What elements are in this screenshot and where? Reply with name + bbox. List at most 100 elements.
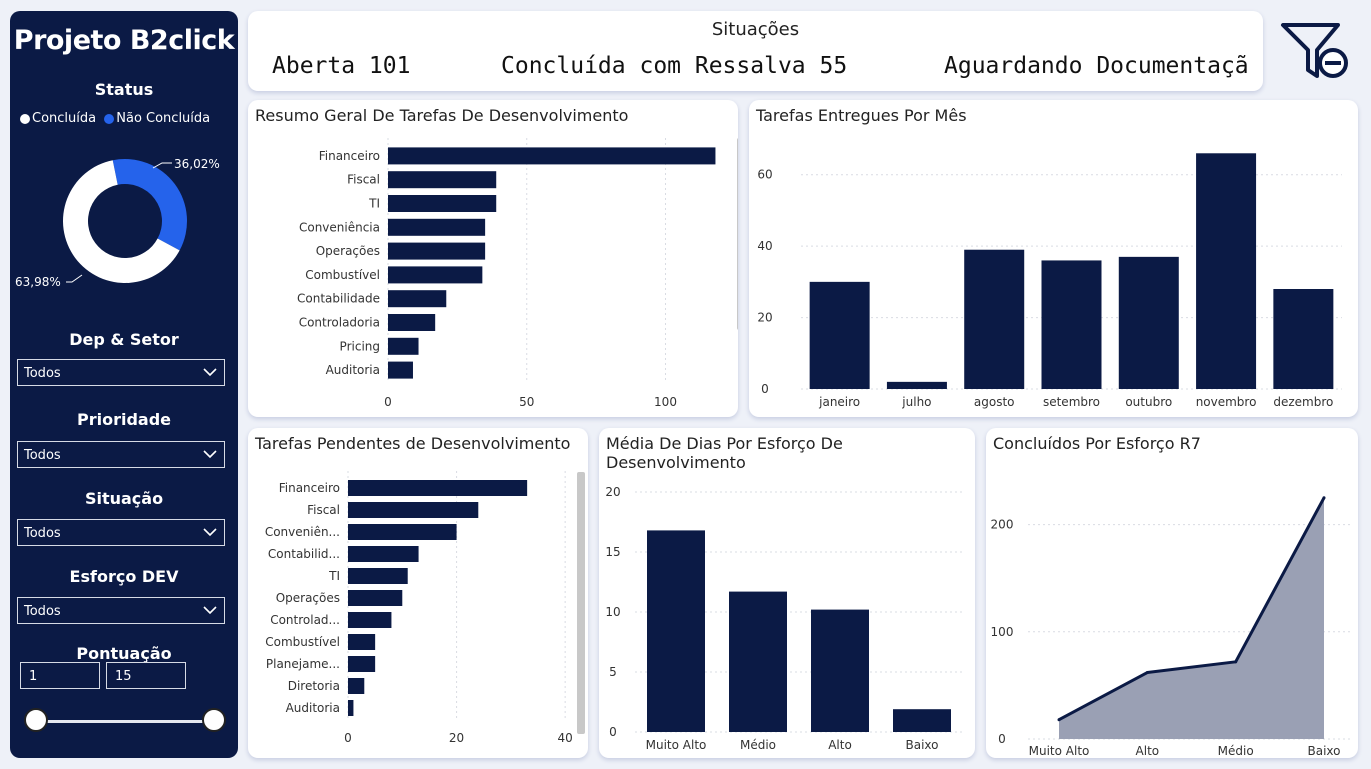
situacoes-title: Situações xyxy=(711,19,800,40)
bar-controladoria xyxy=(388,314,436,331)
bar-agosto xyxy=(964,249,1025,389)
situacao-dropdown[interactable]: Todos xyxy=(17,519,225,546)
y-tick-0: 0 xyxy=(761,382,769,396)
bar-operacoes xyxy=(388,242,486,260)
y-label-operacoes: Operações xyxy=(276,591,340,605)
filter-clear-icon[interactable] xyxy=(1280,20,1348,82)
pontuacao-max-input[interactable]: 15 xyxy=(106,662,186,689)
y-tick-15: 15 xyxy=(605,545,620,559)
chevron-down-icon xyxy=(203,606,217,615)
bar-combustivel xyxy=(348,634,376,650)
y-label-combustivel: Combustível xyxy=(265,635,340,649)
y-label-contabilidade: Contabilidade xyxy=(297,292,380,306)
x-label-dezembro: dezembro xyxy=(1273,395,1333,409)
pontuacao-slider-track[interactable] xyxy=(26,720,206,723)
y-label-pricing: Pricing xyxy=(340,339,380,353)
filter-label-prioridade: Prioridade xyxy=(76,410,172,429)
x-label-agosto: agosto xyxy=(974,395,1015,409)
x-tick-0: 0 xyxy=(384,395,392,409)
bar-auditoria xyxy=(348,700,354,716)
bar-pricing xyxy=(388,337,419,355)
x-label-outubro: outubro xyxy=(1125,395,1172,409)
bar-alto xyxy=(811,609,869,732)
x-label-baixo: Baixo xyxy=(906,738,939,752)
y-tick-20: 20 xyxy=(757,311,772,325)
filter-label-dep-setor: Dep & Setor xyxy=(69,330,179,349)
y-label-fiscal: Fiscal xyxy=(307,503,340,517)
y-label-ti: TI xyxy=(328,569,340,583)
y-label-financeiro: Financeiro xyxy=(279,481,340,495)
y-tick-60: 60 xyxy=(757,168,772,182)
situacoes-card: Situações Aberta 101 Concluída com Ressa… xyxy=(248,11,1263,91)
kpi-aguardando-documentacao: Aguardando Documentaçã xyxy=(944,53,1249,79)
y-tick-40: 40 xyxy=(757,239,772,253)
y-tick-20: 20 xyxy=(605,485,620,499)
prioridade-dropdown[interactable]: Todos xyxy=(17,441,225,468)
sidebar: Projeto B2click Status Concluída Não Con… xyxy=(10,11,238,758)
scrollbar-thumb xyxy=(577,472,585,734)
pontuacao-min-input[interactable]: 1 xyxy=(20,662,100,689)
status-label: Status xyxy=(94,80,154,99)
donut-slice-concluida xyxy=(62,160,180,283)
concluidos-title: Concluídos Por Esforço R7 xyxy=(993,434,1201,453)
prioridade-value: Todos xyxy=(24,448,61,463)
legend-nao-concluida[interactable]: Não Concluída xyxy=(116,111,211,126)
bar-ti xyxy=(348,568,408,584)
bar-conveniencia xyxy=(388,218,486,236)
y-label-financeiro: Financeiro xyxy=(319,149,380,163)
bar-auditoria xyxy=(388,361,413,379)
esforco-dev-dropdown[interactable]: Todos xyxy=(17,597,225,624)
point-medio xyxy=(1234,660,1238,664)
area-line xyxy=(1058,497,1326,722)
bar-diretoria xyxy=(348,678,365,694)
x-label-alto: Alto xyxy=(828,738,852,752)
x-label-julho: julho xyxy=(901,395,931,409)
x-tick-20: 20 xyxy=(449,731,464,745)
resumo-card: Resumo Geral De Tarefas De Desenvolvimen… xyxy=(248,100,738,417)
kpi-aberta: Aberta 101 xyxy=(272,53,411,79)
y-label-contabilid: Contabilid... xyxy=(268,547,340,561)
dep-setor-dropdown[interactable]: Todos xyxy=(17,359,225,386)
project-title: Projeto B2click xyxy=(13,25,235,56)
pontuacao-slider-max-handle[interactable] xyxy=(202,708,226,732)
x-label-muito-alto: Muito Alto xyxy=(646,738,707,752)
media-title: Média De Dias Por Esforço De Desenvolvim… xyxy=(606,434,843,472)
donut-leader-concluida xyxy=(66,274,83,283)
y-label-auditoria: Auditoria xyxy=(286,701,340,715)
pontuacao-slider-min-handle[interactable] xyxy=(24,708,48,732)
x-label-novembro: novembro xyxy=(1196,395,1257,409)
y-label-operacoes: Operações xyxy=(316,244,380,258)
bar-julho xyxy=(886,381,947,389)
bar-outubro xyxy=(1118,256,1179,389)
y-label-fiscal: Fiscal xyxy=(347,173,380,187)
chevron-down-icon xyxy=(203,368,217,377)
pontuacao-label: Pontuação xyxy=(76,644,172,663)
bar-medio xyxy=(729,591,787,732)
x-label-janeiro: janeiro xyxy=(818,395,860,409)
donut-label-nao-concluida: 36,02% xyxy=(174,157,220,171)
status-donut-chart: 36,02% 63,98% xyxy=(15,157,220,289)
donut-slice-nao-concluida xyxy=(112,159,187,251)
y-label-controladoria: Controladoria xyxy=(299,316,380,330)
bar-setembro xyxy=(1041,260,1102,389)
legend-concluida[interactable]: Concluída xyxy=(32,111,97,126)
y-label-ti: TI xyxy=(368,197,380,211)
donut-leader-nao-concluida xyxy=(152,162,172,169)
chevron-down-icon xyxy=(203,528,217,537)
x-label-baixo: Baixo xyxy=(1308,744,1341,758)
filter-label-esforco-dev: Esforço DEV xyxy=(69,567,179,586)
esforco-dev-value: Todos xyxy=(24,604,61,619)
y-tick-200: 200 xyxy=(991,518,1014,532)
entregues-card: Tarefas Entregues Por Mês 0 20 40 60 janeiro… xyxy=(749,100,1358,417)
bar-baixo xyxy=(893,709,951,732)
y-label-diretoria: Diretoria xyxy=(288,679,340,693)
media-card: Média De Dias Por Esforço De Desenvolvim… xyxy=(599,428,975,758)
bar-fiscal xyxy=(348,502,479,518)
y-label-convenien: Conveniên... xyxy=(265,525,340,539)
x-tick-100: 100 xyxy=(654,395,677,409)
entregues-chart: 0 20 40 60 janeiro julho agosto setembro outubro… xyxy=(757,153,1342,409)
resumo-title: Resumo Geral De Tarefas De Desenvolvimen… xyxy=(255,106,629,125)
point-alto xyxy=(1145,671,1149,675)
bar-planejame xyxy=(348,656,376,672)
situacao-value: Todos xyxy=(24,526,61,541)
